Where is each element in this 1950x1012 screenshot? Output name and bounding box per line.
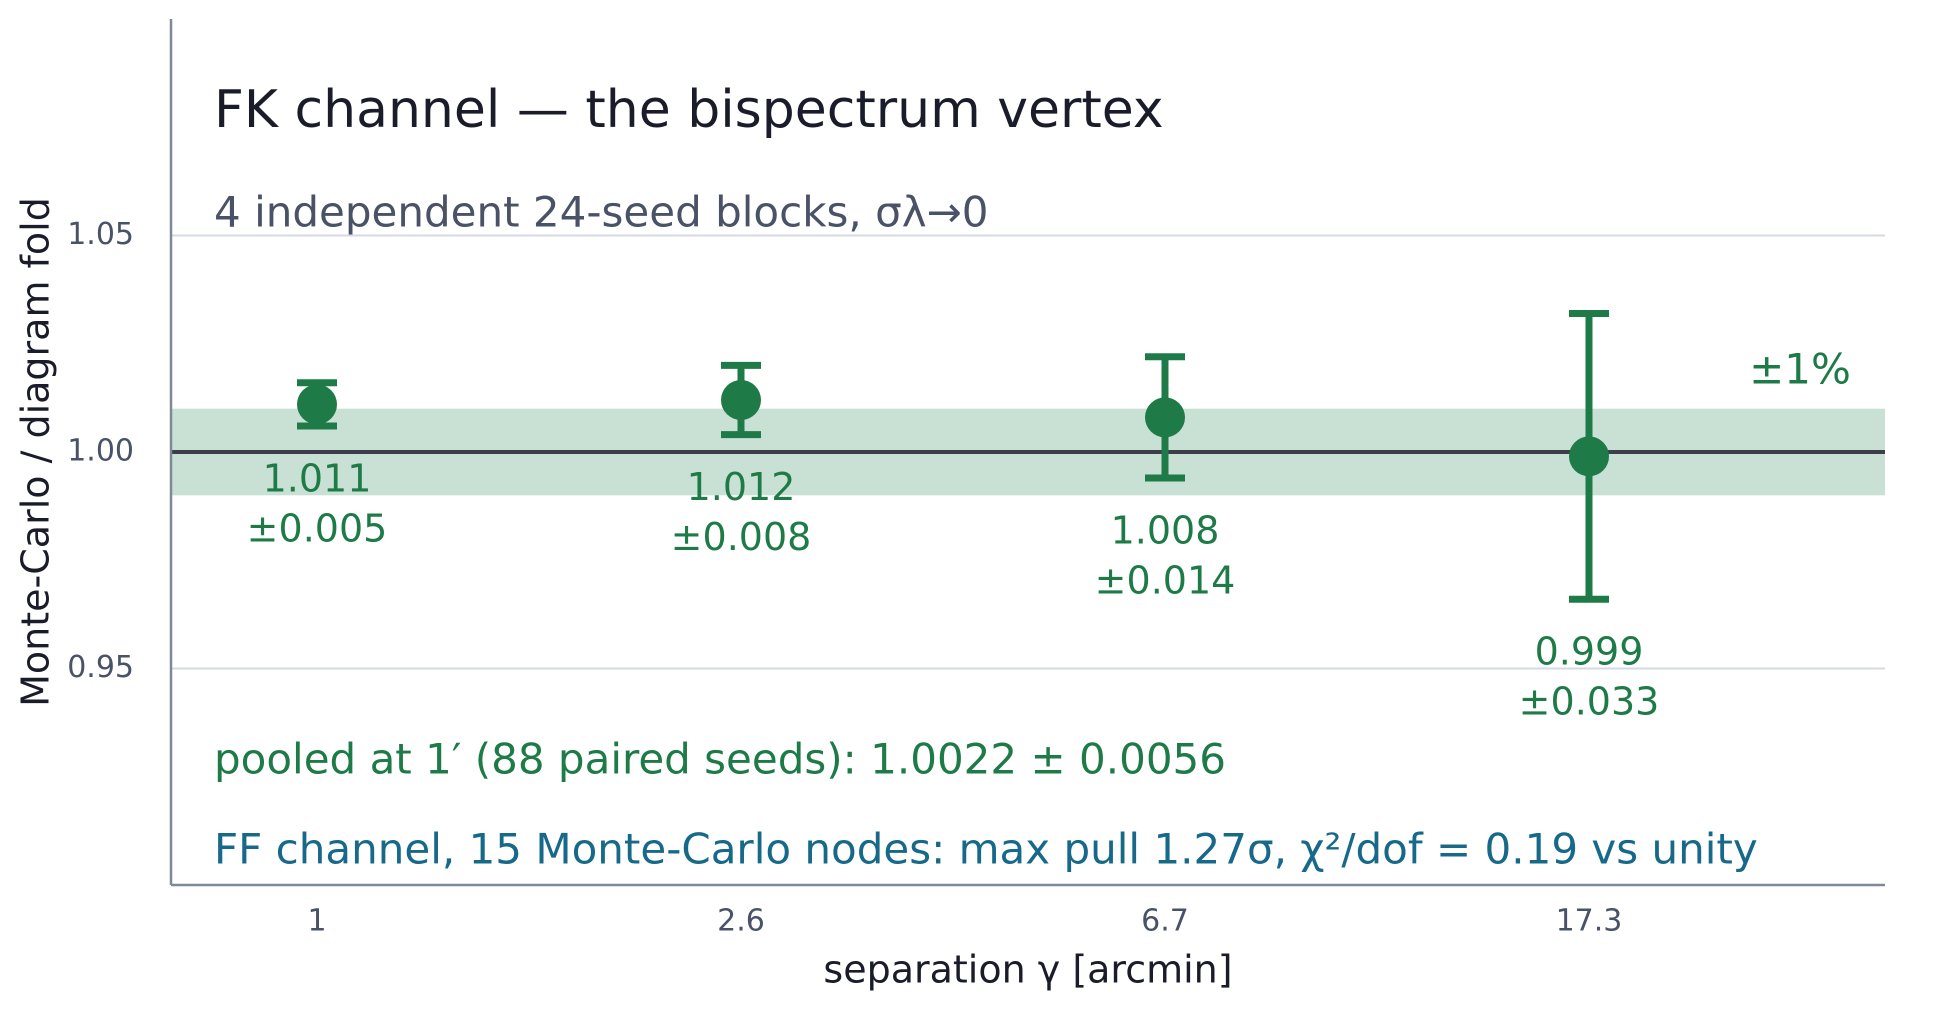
error-label: ±0.014 <box>1095 558 1236 602</box>
annotation: pooled at 1′ (88 paired seeds): 1.0022 ±… <box>214 735 1226 784</box>
point <box>297 384 337 425</box>
x-tick-label: 1 <box>307 904 326 939</box>
value-label: 1.011 <box>263 457 372 501</box>
chart-title: FK channel — the bispectrum vertex <box>214 80 1164 140</box>
annotation: FF channel, 15 Monte-Carlo nodes: max pu… <box>214 825 1758 874</box>
point <box>1145 397 1185 438</box>
point <box>1569 436 1609 477</box>
error-label: ±0.033 <box>1519 680 1660 724</box>
y-tick-label: 1.05 <box>67 217 134 252</box>
error-label: ±0.005 <box>247 507 388 551</box>
x-tick-label: 6.7 <box>1141 904 1189 939</box>
chart-subtitle: 4 independent 24-seed blocks, σλ→0 <box>214 188 989 237</box>
value-label: 1.012 <box>687 465 796 509</box>
x-tick-label: 17.3 <box>1556 904 1623 939</box>
x-axis-label: separation γ [arcmin] <box>823 948 1232 992</box>
value-label: 0.999 <box>1535 630 1644 674</box>
value-label: 1.008 <box>1111 508 1220 552</box>
y-axis-label: Monte-Carlo / diagram fold <box>14 197 58 707</box>
y-tick-label: 0.95 <box>67 650 134 685</box>
error-label: ±0.008 <box>671 515 812 559</box>
y-tick-label: 1.00 <box>67 434 134 469</box>
band-label: ±1% <box>1749 345 1851 394</box>
x-tick-label: 2.6 <box>717 904 765 939</box>
point <box>721 380 761 421</box>
